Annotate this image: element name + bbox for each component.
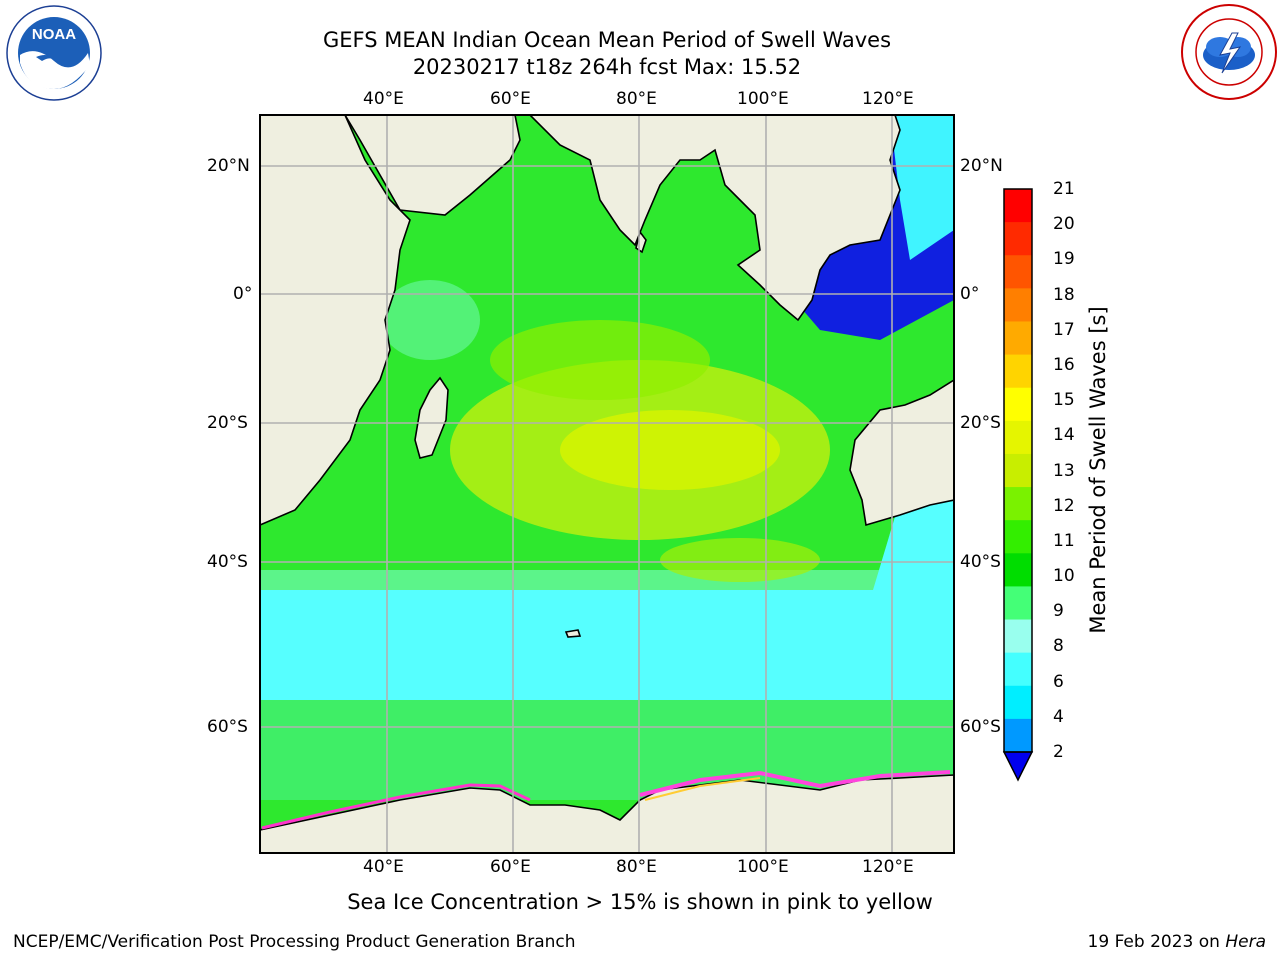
lon-tick-top-60e: 60°E	[490, 89, 531, 109]
colorbar-segment	[1004, 354, 1032, 389]
lat-tick-right-60s: 60°S	[960, 717, 1001, 737]
colorbar-tick-label: 18	[1053, 284, 1075, 305]
colorbar-tick-label: 14	[1053, 425, 1075, 446]
colorbar-segment	[1004, 685, 1032, 720]
lon-tick-bottom-100e: 100°E	[737, 857, 789, 877]
colorbar-tick-label: 8	[1053, 636, 1064, 657]
chart-title: GEFS MEAN Indian Ocean Mean Period of Sw…	[322, 28, 892, 52]
colorbar-under-triangle	[1002, 751, 1034, 782]
lon-tick-top-80e: 80°E	[616, 89, 657, 109]
lat-tick-right-40s: 40°S	[960, 552, 1001, 572]
colorbar-segment	[1004, 553, 1032, 587]
lon-tick-bottom-120e: 120°E	[862, 857, 914, 877]
colorbar-segment	[1004, 586, 1032, 621]
swell-band-7s	[260, 590, 954, 710]
lat-tick-right-20n: 20°N	[960, 156, 1003, 176]
chart-subtitle: 20230217 t18z 264h fcst Max: 15.52	[412, 55, 802, 79]
colorbar-segment	[1004, 387, 1032, 422]
colorbar-tick-label: 15	[1053, 390, 1075, 411]
lat-tick-left-40s: 40°S	[207, 552, 248, 572]
lon-tick-top-100e: 100°E	[737, 89, 789, 109]
colorbar-tick-label: 11	[1053, 530, 1075, 551]
colorbar-tick-label: 19	[1053, 249, 1075, 270]
map-frame	[259, 114, 955, 854]
colorbar-frame	[1003, 188, 1033, 753]
nws-logo	[1180, 3, 1278, 101]
colorbar-tick-label: 6	[1053, 671, 1064, 692]
lat-tick-left-0: 0°	[233, 284, 253, 304]
map-plot-area	[260, 115, 954, 853]
footer-date: 19 Feb 2023 on Hera	[1088, 932, 1266, 952]
colorbar-tick-label: 21	[1053, 179, 1075, 199]
colorbar-segment	[1004, 453, 1032, 488]
colorbar-tick-label: 10	[1053, 566, 1075, 587]
colorbar-segment	[1004, 420, 1032, 455]
lon-tick-top-40e: 40°E	[363, 89, 404, 109]
colorbar-tick-label: 13	[1053, 460, 1075, 481]
colorbar-segment	[1004, 288, 1032, 322]
colorbar-segment	[1004, 718, 1032, 753]
colorbar-tick-label: 20	[1053, 214, 1075, 235]
colorbar-segment	[1004, 222, 1032, 256]
lon-tick-bottom-60e: 60°E	[490, 857, 531, 877]
lon-tick-top-120e: 120°E	[862, 89, 914, 109]
lat-tick-left-20n: 20°N	[207, 156, 250, 176]
colorbar-segment	[1004, 189, 1032, 223]
colorbar	[1002, 188, 1034, 782]
gridlines	[260, 115, 954, 853]
lat-tick-right-0: 0°	[960, 284, 980, 304]
colorbar-tick-label: 9	[1053, 601, 1064, 622]
footer-host: Hera	[1225, 932, 1266, 952]
sea-ice-edge	[261, 783, 531, 830]
footer-credit: NCEP/EMC/Verification Post Processing Pr…	[13, 932, 576, 952]
lat-tick-left-20s: 20°S	[207, 413, 248, 433]
lon-tick-bottom-80e: 80°E	[616, 857, 657, 877]
colorbar-segment	[1004, 487, 1032, 521]
colorbar-tick-label: 12	[1053, 495, 1075, 516]
colorbar-tick-label: 17	[1053, 319, 1075, 340]
colorbar-segment	[1004, 255, 1032, 289]
noaa-logo: NOAA	[6, 5, 102, 101]
colorbar-segment	[1004, 652, 1032, 687]
colorbar-tick-label: 4	[1053, 706, 1064, 727]
noaa-logo-text: NOAA	[32, 26, 76, 43]
lat-tick-right-20s: 20°S	[960, 413, 1001, 433]
lat-tick-left-60s: 60°S	[207, 717, 248, 737]
colorbar-tick-label: 2	[1053, 742, 1064, 762]
colorbar-segment	[1004, 321, 1032, 356]
lon-tick-bottom-40e: 40°E	[363, 857, 404, 877]
footer-date-text: 19 Feb 2023 on	[1087, 932, 1220, 952]
colorbar-segment	[1004, 520, 1032, 554]
colorbar-segment	[1004, 619, 1032, 654]
sea-ice-note: Sea Ice Concentration > 15% is shown in …	[347, 890, 933, 914]
colorbar-label: Mean Period of Swell Waves [s]	[1086, 306, 1110, 634]
colorbar-tick-label: 16	[1053, 354, 1075, 375]
